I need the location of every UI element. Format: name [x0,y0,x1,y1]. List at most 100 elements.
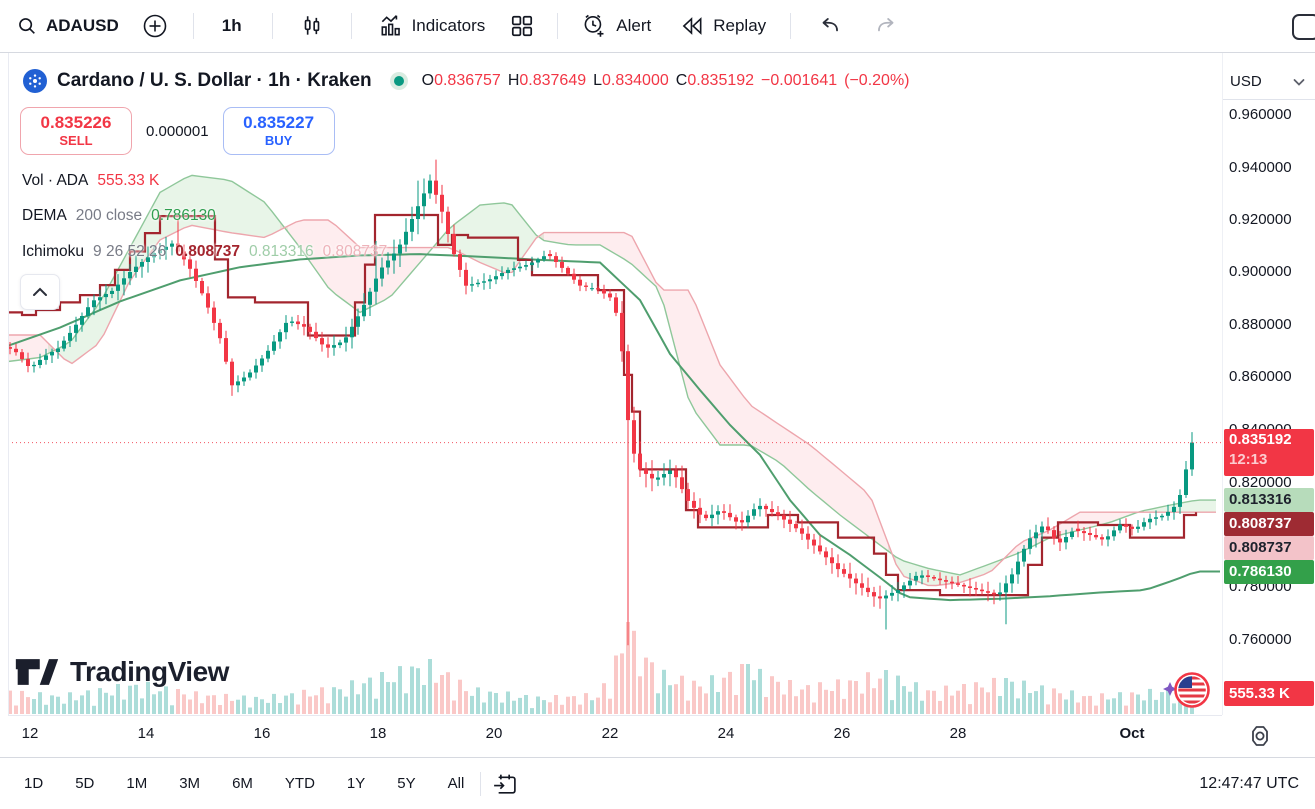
toolbar-separator [271,13,273,39]
ichimoku-lead-a-value: 0.813316 [248,243,314,260]
interval-label: 1h [221,16,242,35]
dema-legend-title: DEMA [22,207,67,224]
dema-legend-params: 200 close [75,207,143,224]
replay-rewind-icon [679,13,705,39]
time-tick-label: 22 [601,725,619,742]
symbol-title[interactable]: Cardano / U. S. Dollar · 1h · Kraken [57,70,372,91]
buy-label: BUY [264,133,293,148]
chart-style-button[interactable] [299,13,325,39]
currency-selector[interactable]: USD [1223,64,1315,100]
order-panel: 0.835226 SELL 0.000001 0.835227 BUY [20,107,335,155]
calendar-icon [494,774,517,794]
kijun-axis-label: 0.808737 [1224,512,1314,536]
ichimoku-legend[interactable]: Ichimoku 9 26 52 26 0.808737 0.813316 0.… [22,243,387,261]
toolbar-separator [790,13,792,39]
close-value: 0.835192 [687,72,755,89]
market-status-dot[interactable] [389,71,409,91]
economic-event-badge[interactable] [1162,666,1214,714]
currency-label: USD [1230,73,1262,90]
sell-button[interactable]: 0.835226 SELL [20,107,132,155]
ichimoku-kijun-value: 0.808737 [175,243,240,260]
symbol-header[interactable]: Cardano / U. S. Dollar · 1h · Kraken O0.… [22,68,910,94]
price-tick-label: 0.940000 [1229,159,1292,176]
grid-icon [509,13,535,39]
low-value: 0.834000 [602,72,669,89]
range-3m[interactable]: 3M [179,775,201,792]
redo-icon [873,13,899,39]
time-tick-label: 24 [717,725,735,742]
time-tick-label: 20 [485,725,503,742]
buy-price: 0.835227 [243,113,315,132]
high-value: 0.837649 [519,72,587,89]
lead-a-axis-label: 0.813316 [1224,488,1314,512]
toolbar-separator [350,13,352,39]
interval-button[interactable]: 1h [222,16,242,36]
time-axis[interactable]: 12 14 16 18 20 22 24 26 28 Oct [8,715,1222,757]
countdown-timer: 12:13 [1229,451,1268,468]
time-tick-label: 18 [369,725,387,742]
chevron-down-icon [1293,78,1305,86]
chart-settings-button[interactable] [1246,722,1274,755]
chevron-up-icon [32,287,48,297]
tradingview-logo-icon [14,652,60,692]
volume-legend-title: Vol · ADA [22,172,89,189]
replay-label: Replay [713,16,767,35]
range-6m[interactable]: 6M [232,775,253,792]
alert-button[interactable]: Alert [580,12,651,40]
go-to-date-button[interactable] [491,770,518,797]
symbol-name: ADAUSD [46,16,119,35]
search-icon [16,15,38,37]
alert-label: Alert [616,16,652,35]
layout-grid-button[interactable] [509,13,535,39]
indicators-icon [378,13,404,39]
range-ytd[interactable]: YTD [284,775,315,792]
range-5y[interactable]: 5Y [397,775,416,792]
dema-legend[interactable]: DEMA 200 close 0.786130 [22,207,216,225]
layout-manage-button[interactable] [1289,10,1315,44]
compare-add-button[interactable] [141,12,169,40]
indicators-button[interactable]: Indicators [378,13,485,39]
lead-b-axis-label: 0.808737 [1224,536,1314,560]
cardano-logo [22,68,48,94]
range-5d[interactable]: 5D [75,775,95,792]
price-axis[interactable]: USD 0.960000 0.940000 0.920000 0.900000 0.88… [1222,53,1315,715]
price-tick-label: 0.820000 [1229,474,1292,491]
range-1m[interactable]: 1M [126,775,148,792]
replay-button[interactable]: Replay [679,13,766,39]
symbol-search-button[interactable]: ADAUSD [16,15,119,37]
dema-axis-label: 0.786130 [1224,560,1314,584]
buy-button[interactable]: 0.835227 BUY [222,107,335,155]
range-all[interactable]: All [447,775,465,792]
price-tick-label: 0.900000 [1229,263,1292,280]
alarm-plus-icon [580,12,608,40]
range-1d[interactable]: 1D [24,775,44,792]
clock-utc[interactable]: 12:47:47 UTC [1199,774,1299,792]
plus-circle-icon [141,12,169,40]
undo-icon [817,13,843,39]
price-tick-label: 0.920000 [1229,211,1292,228]
top-toolbar: ADAUSD 1h [0,0,1315,53]
toolbar-separator [557,13,559,39]
range-1y[interactable]: 1Y [346,775,366,792]
volume-legend[interactable]: Vol · ADA 555.33 K [22,172,159,190]
collapse-legend-button[interactable] [20,274,60,310]
undo-button[interactable] [817,13,843,39]
last-price-axis-label: 0.835192 12:13 [1224,429,1314,476]
sparkle-icon [1163,682,1177,696]
tradingview-watermark: TradingView [14,652,229,692]
time-tick-label: 28 [949,725,967,742]
volume-legend-value: 555.33 K [97,172,160,189]
time-tick-label: Oct [1119,725,1145,742]
price-tick-label: 0.760000 [1229,631,1292,648]
ichimoku-legend-params: 9 26 52 26 [93,243,167,260]
open-value: 0.836757 [434,72,501,89]
candlestick-icon [299,13,325,39]
ichimoku-legend-title: Ichimoku [22,243,85,260]
redo-button[interactable] [873,13,899,39]
change-percent: (−0.20%) [844,72,910,89]
bottom-toolbar: 1D 5D 1M 3M 6M YTD 1Y 5Y All 12:47:47 UT… [0,757,1315,809]
time-tick-label: 12 [21,725,39,742]
ichimoku-lead-b-value: 0.808737 [322,243,388,260]
